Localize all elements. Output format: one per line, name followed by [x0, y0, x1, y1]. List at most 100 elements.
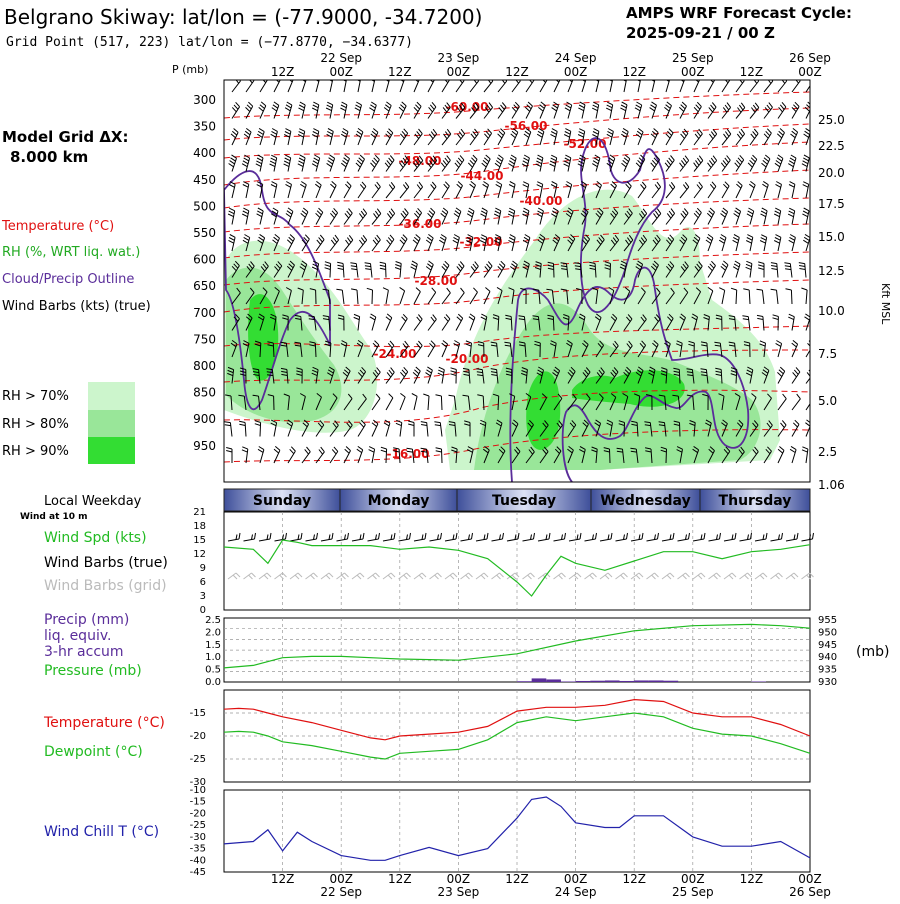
wind-barb	[483, 287, 491, 305]
date-label: 25 Sep	[672, 885, 714, 899]
wind-barb	[258, 572, 272, 580]
wind-barb	[455, 261, 465, 278]
wind-barb	[254, 420, 262, 437]
wind-barb	[413, 572, 427, 580]
top-time-axis: P (mb) 12Z 00Z 12Z 00Z 12Z 00Z 12Z 00Z 12Z 00Z 22…	[172, 51, 831, 79]
wind-barb	[299, 260, 308, 278]
wind-barb	[495, 419, 503, 437]
wind-barb	[270, 128, 278, 146]
wind-barb	[269, 154, 278, 172]
wind-barb	[535, 154, 544, 172]
wind-barb	[256, 181, 264, 199]
date-label: 24 Sep	[555, 885, 597, 899]
wind-barb	[622, 80, 627, 93]
wind-barb	[660, 367, 668, 384]
wind-barb	[745, 366, 754, 384]
wind-barb	[241, 207, 250, 225]
wind-barb	[723, 532, 737, 542]
wind-barb	[553, 80, 561, 93]
wind-barb	[441, 102, 451, 119]
wind-barb	[315, 80, 320, 93]
wind-barb	[522, 572, 535, 580]
wind-barb	[483, 446, 490, 464]
wind-barb	[399, 234, 408, 252]
wind-barb	[651, 234, 661, 252]
wind-barb	[521, 154, 530, 172]
temperature-series-legend: Temperature (°C)	[43, 715, 165, 731]
wind-barb	[385, 80, 390, 93]
wind-barb	[337, 314, 345, 331]
wind-barb	[775, 340, 783, 358]
wind-barb	[630, 447, 639, 464]
wind-barb	[549, 340, 557, 358]
precip-bar	[517, 681, 532, 682]
wind-barb	[608, 80, 614, 93]
wind-barb	[480, 313, 488, 331]
wind-barb	[271, 101, 280, 119]
wind-barb	[679, 80, 685, 93]
wind-barb	[425, 366, 433, 384]
wind-barb	[480, 207, 488, 225]
pressure-tick-label: 950	[818, 627, 837, 638]
wind-barb	[455, 313, 464, 331]
wind-barb	[721, 446, 731, 464]
wind-barb	[564, 101, 573, 119]
wind-barb	[584, 532, 597, 542]
time-tick-label: 12Z	[388, 872, 412, 886]
pressure-axis-title: P (mb)	[172, 63, 208, 76]
wind-barb	[720, 155, 731, 172]
wind-barb	[788, 234, 796, 252]
wind-barb	[385, 393, 394, 411]
wind-barb	[635, 260, 644, 278]
wind-barb	[410, 260, 418, 278]
wind-barb	[245, 313, 253, 331]
wind-barb	[450, 367, 457, 384]
wind-barb	[329, 393, 338, 411]
height-tick-label: 20.0	[818, 166, 845, 180]
wind-barb	[283, 154, 292, 172]
wind-barb	[510, 128, 519, 146]
wind-barb	[320, 572, 334, 580]
wind-barb	[525, 419, 534, 437]
wind-barb	[308, 315, 317, 331]
wind-barb	[364, 262, 373, 278]
wind-barb	[539, 446, 549, 464]
wind-barb	[785, 288, 793, 305]
wind-barb	[479, 234, 488, 252]
wind-barb	[440, 207, 449, 225]
wind-barb	[427, 314, 437, 331]
precip-bar	[560, 681, 576, 682]
wind-barb	[257, 313, 265, 331]
wind-barb	[763, 102, 773, 119]
pressure-tick-label: 900	[193, 412, 216, 426]
wind-barb	[299, 393, 306, 411]
wind-barb	[749, 181, 756, 199]
y-tick-label: 21	[193, 507, 206, 518]
wind-barb	[340, 128, 349, 146]
precip-bar	[663, 680, 679, 682]
wind-barb	[539, 80, 548, 93]
wind-barb	[651, 314, 661, 331]
wind-barb	[774, 154, 784, 172]
wind-barb	[508, 181, 516, 199]
wind-barb	[469, 80, 479, 93]
wind-barb	[492, 314, 500, 331]
wind-barb	[599, 572, 613, 580]
wind-barb	[283, 393, 290, 411]
pressure-tick-label: 400	[193, 146, 216, 160]
wind-barb	[259, 80, 268, 93]
wind-barb	[356, 80, 361, 93]
wind-barb	[759, 234, 768, 252]
wind-barb	[226, 447, 233, 463]
wind-barb	[322, 288, 331, 305]
wind-barb	[536, 128, 545, 146]
wind-barb	[733, 207, 742, 225]
wind-barb	[735, 80, 745, 93]
wind-barb	[466, 446, 474, 464]
pressure-line	[223, 623, 811, 669]
wind-barb	[239, 420, 247, 437]
time-tick-label: 12Z	[505, 65, 529, 79]
wind-barb	[581, 419, 589, 437]
wind-barb	[735, 419, 744, 437]
wind-barb	[269, 313, 277, 331]
